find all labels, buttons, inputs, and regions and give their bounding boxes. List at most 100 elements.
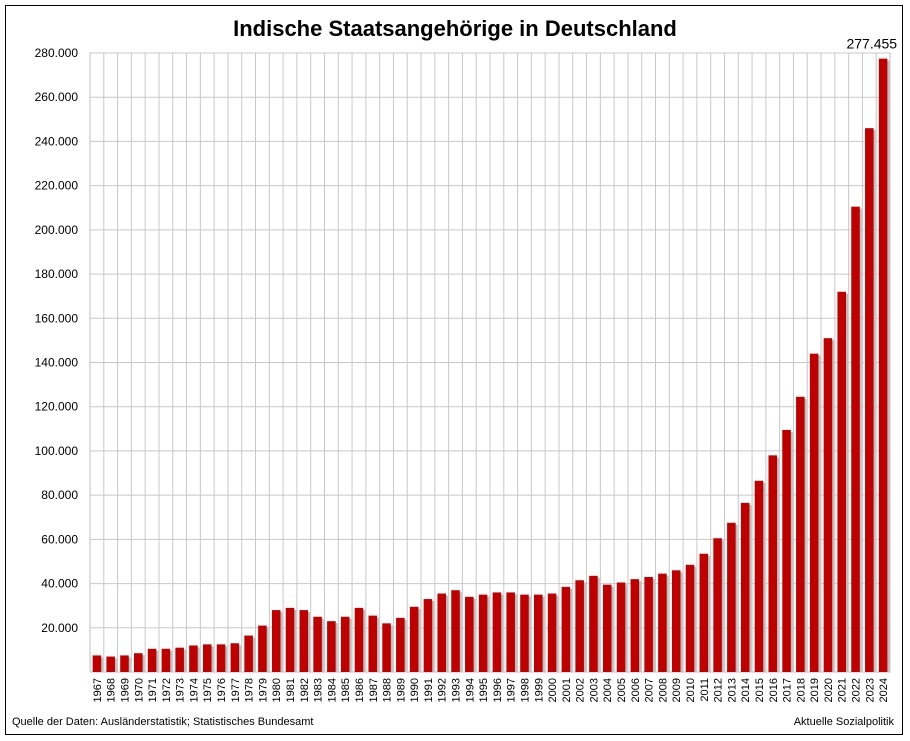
y-tick-label: 100.000: [35, 444, 79, 458]
bar-1972: [161, 648, 171, 672]
x-tick-label: 2000: [547, 678, 559, 702]
bar-1973: [175, 647, 184, 672]
x-tick-label: 1974: [188, 678, 200, 702]
bar-2022: [851, 206, 860, 672]
x-tick-label: 2016: [768, 678, 780, 702]
bar-1992: [437, 593, 446, 672]
x-tick-label: 1991: [423, 678, 435, 702]
x-tick-label: 2004: [602, 678, 614, 702]
bar-2007: [644, 576, 653, 672]
x-tick-label: 1989: [395, 678, 407, 702]
y-tick-label: 140.000: [35, 356, 79, 370]
chart-title: Indische Staatsangehörige in Deutschland: [233, 16, 677, 41]
bar-2008: [658, 573, 667, 672]
x-tick-label: 1985: [340, 678, 352, 702]
x-axis-ticks: 1967 1968 1969 1970 1971 1972 1973 1974 1975 1976…: [92, 678, 890, 702]
bar-2011: [699, 553, 709, 672]
data-labels: 277.455: [846, 36, 897, 52]
x-tick-label: 2014: [740, 678, 752, 702]
x-tick-label: 2009: [671, 678, 683, 702]
x-tick-label: 2006: [630, 678, 642, 702]
x-tick-label: 1968: [106, 678, 118, 702]
bars: [92, 58, 890, 672]
x-tick-label: 1994: [464, 678, 476, 702]
y-tick-label: 260.000: [35, 90, 79, 104]
x-tick-label: 1980: [271, 678, 283, 702]
x-tick-label: 2015: [754, 678, 766, 702]
bar-2018: [796, 396, 805, 672]
x-tick-label: 1987: [368, 678, 380, 702]
x-tick-label: 2005: [616, 678, 628, 702]
x-tick-label: 1998: [519, 678, 531, 702]
bar-1989: [396, 617, 405, 672]
y-tick-label: 80.000: [41, 488, 78, 502]
bar-2002: [575, 580, 584, 672]
x-tick-label: 1984: [326, 678, 338, 702]
x-tick-label: 2012: [713, 678, 725, 702]
x-tick-label: 1995: [478, 678, 490, 702]
x-tick-label: 1983: [313, 678, 325, 702]
bar-2014: [740, 502, 750, 672]
x-tick-label: 2013: [726, 678, 738, 702]
bar-2016: [768, 455, 778, 672]
y-tick-label: 200.000: [35, 223, 79, 237]
y-tick-label: 20.000: [41, 621, 78, 635]
x-tick-label: 1967: [92, 678, 104, 702]
bar-2019: [809, 353, 819, 672]
x-tick-label: 2024: [878, 678, 890, 702]
bar-2012: [713, 538, 722, 672]
bar-1975: [202, 644, 212, 672]
y-tick-label: 120.000: [35, 400, 79, 414]
x-tick-label: 1981: [285, 678, 297, 702]
bar-1998: [520, 594, 529, 672]
bar-1999: [534, 594, 543, 672]
data-label-2024: 277.455: [846, 36, 897, 52]
bar-1997: [506, 592, 515, 672]
bar-1967: [92, 655, 102, 672]
y-tick-label: 40.000: [41, 577, 78, 591]
bar-1990: [409, 606, 419, 672]
x-tick-label: 2017: [782, 678, 794, 702]
x-tick-label: 1988: [382, 678, 394, 702]
bar-1979: [258, 625, 267, 672]
x-tick-label: 1978: [244, 678, 256, 702]
x-tick-label: 1971: [147, 678, 159, 702]
bar-1991: [423, 599, 433, 672]
bar-1985: [340, 616, 350, 672]
bar-2009: [671, 570, 681, 672]
bar-1984: [327, 621, 336, 672]
x-tick-label: 1975: [202, 678, 214, 702]
y-tick-label: 280.000: [35, 46, 79, 60]
x-tick-label: 2022: [851, 678, 863, 702]
bar-1971: [147, 648, 157, 672]
x-tick-label: 2019: [809, 678, 821, 702]
y-tick-label: 180.000: [35, 267, 79, 281]
bar-1986: [354, 607, 364, 672]
x-tick-label: 1970: [133, 678, 145, 702]
bar-1983: [313, 616, 322, 672]
bar-1981: [285, 607, 295, 672]
bar-1994: [465, 596, 474, 672]
bar-1968: [106, 656, 115, 672]
publisher-name: Aktuelle Sozialpolitik: [793, 716, 894, 728]
x-tick-label: 2010: [685, 678, 697, 702]
bar-2015: [754, 480, 764, 672]
bar-2005: [616, 582, 626, 672]
bar-2021: [837, 291, 846, 672]
bar-1996: [492, 592, 502, 672]
x-tick-label: 1973: [175, 678, 187, 702]
x-tick-label: 2021: [837, 678, 849, 702]
x-tick-label: 1992: [437, 678, 449, 702]
x-tick-label: 1976: [216, 678, 228, 702]
x-tick-label: 1997: [506, 678, 518, 702]
x-tick-label: 2011: [699, 678, 711, 702]
bar-1976: [216, 644, 226, 672]
bar-2000: [547, 593, 557, 672]
bar-1970: [134, 653, 143, 672]
x-tick-label: 1979: [257, 678, 269, 702]
bar-2013: [727, 522, 736, 672]
x-tick-label: 1969: [119, 678, 131, 702]
bar-2006: [630, 579, 640, 672]
bar-2023: [865, 128, 874, 672]
